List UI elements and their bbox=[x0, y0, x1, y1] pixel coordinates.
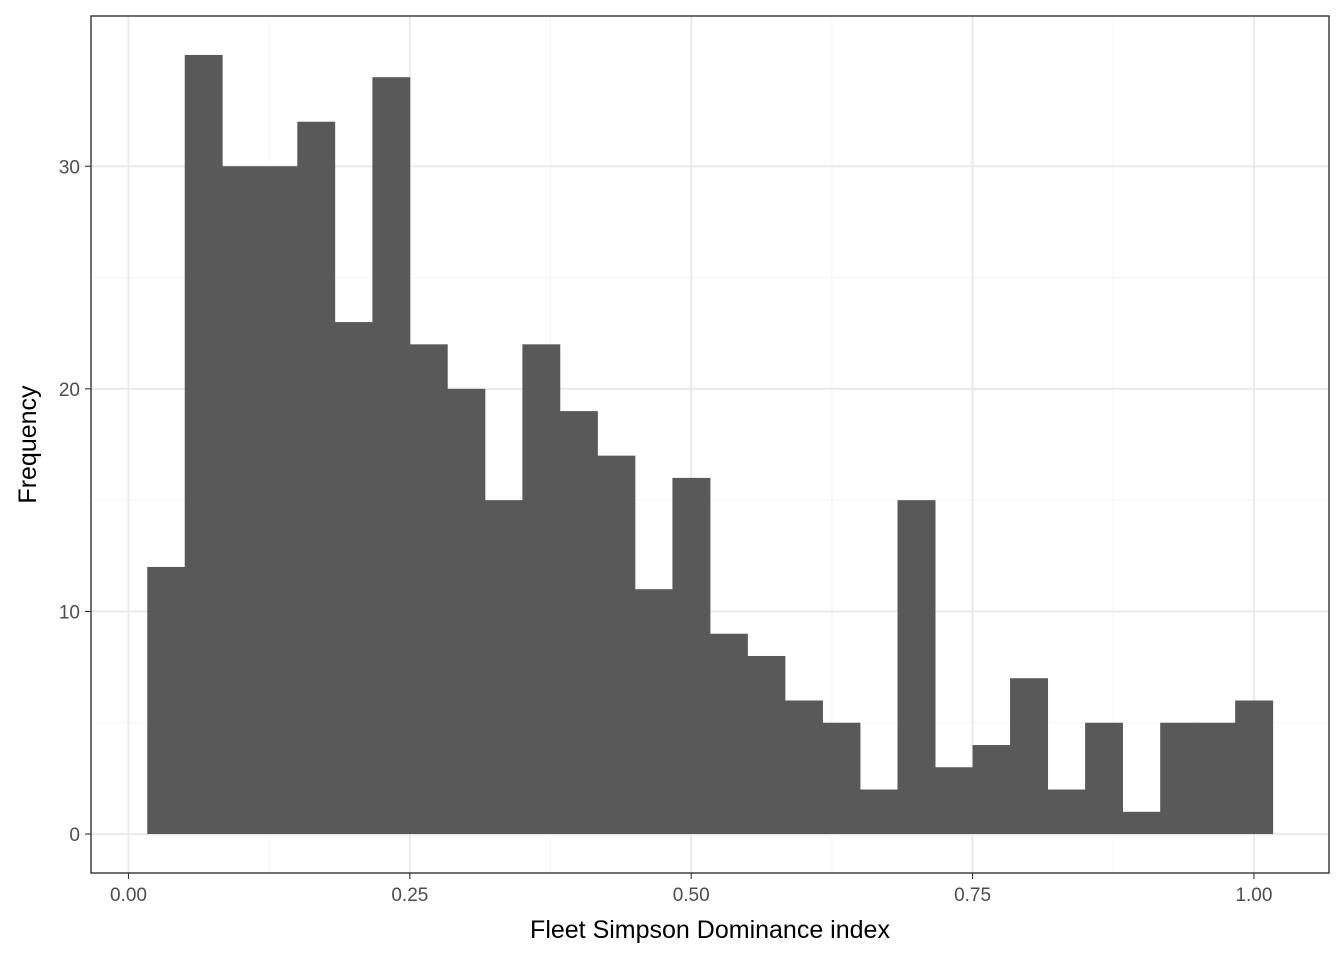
histogram-bar bbox=[784, 700, 823, 835]
histogram-bar bbox=[259, 166, 298, 835]
histogram-bars bbox=[147, 54, 1274, 835]
x-tick-label: 0.75 bbox=[954, 885, 991, 906]
histogram-bar bbox=[897, 500, 936, 835]
x-tick-label: 1.00 bbox=[1235, 885, 1272, 906]
histogram-bar bbox=[409, 344, 448, 835]
histogram-bar bbox=[447, 388, 486, 835]
histogram-bar bbox=[1122, 811, 1161, 835]
histogram-bar bbox=[522, 344, 561, 835]
histogram-bar bbox=[672, 477, 711, 835]
histogram-bar bbox=[747, 655, 786, 835]
histogram-bar bbox=[222, 166, 261, 835]
histogram-bar bbox=[822, 722, 861, 835]
histogram-bar bbox=[710, 633, 748, 835]
x-axis-title: Fleet Simpson Dominance index bbox=[530, 916, 890, 944]
y-axis-title: Frequency bbox=[14, 385, 42, 504]
panel-border bbox=[90, 15, 1330, 874]
x-tick-label: 0.50 bbox=[673, 885, 710, 906]
histogram-bar bbox=[484, 500, 523, 835]
histogram-bar bbox=[334, 322, 373, 835]
histogram-bar bbox=[297, 121, 336, 835]
histogram-bar bbox=[597, 455, 636, 835]
histogram-bar bbox=[1197, 722, 1236, 835]
y-tick-label: 0 bbox=[69, 825, 80, 846]
histogram-bar bbox=[1047, 789, 1086, 835]
histogram-bar bbox=[1010, 678, 1049, 835]
histogram-bar bbox=[972, 745, 1011, 835]
axis-ticks: 0.00 0.25 0.50 0.75 1.00 0 10 20 30 bbox=[59, 157, 1273, 906]
histogram-bar bbox=[935, 767, 973, 835]
histogram-bar bbox=[372, 77, 411, 835]
histogram-bar bbox=[1160, 722, 1199, 835]
y-tick-label: 20 bbox=[59, 380, 80, 401]
histogram-bar bbox=[1235, 700, 1274, 835]
histogram-bar bbox=[147, 566, 186, 835]
x-tick-label: 0.25 bbox=[391, 885, 428, 906]
histogram-bar bbox=[1085, 722, 1123, 835]
histogram-bar bbox=[634, 589, 673, 835]
histogram-bar bbox=[184, 54, 223, 835]
y-tick-label: 10 bbox=[59, 602, 80, 623]
histogram-bar bbox=[860, 789, 898, 835]
x-tick-label: 0.00 bbox=[110, 885, 147, 906]
y-tick-label: 30 bbox=[59, 157, 80, 178]
histogram-bar bbox=[559, 411, 598, 835]
